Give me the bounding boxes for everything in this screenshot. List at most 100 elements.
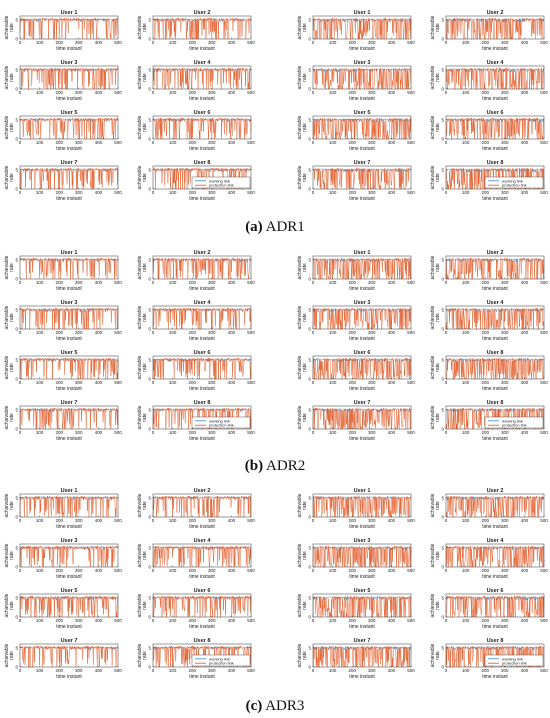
x-axis-label: time instant <box>482 196 508 202</box>
subplot-title: User 8 <box>487 638 504 644</box>
subplot-title: User 8 <box>194 638 211 644</box>
x-tick-label: 400 <box>228 380 236 385</box>
x-tick-label: 0 <box>312 190 315 195</box>
y-axis-label: rate <box>9 413 15 422</box>
subplot-title: User 2 <box>194 488 211 494</box>
series-working-link <box>152 496 252 501</box>
x-tick-label: 400 <box>388 430 396 435</box>
x-axis-label: time instant <box>189 674 215 680</box>
x-tick-label: 400 <box>521 568 529 573</box>
series-protection-link <box>19 67 119 90</box>
x-axis-label: time instant <box>189 624 215 630</box>
y-axis-label: rate <box>435 173 441 182</box>
subplot-a-right-user-1: User 1 0 100 200 300 400 500 0 5 time instant achi… <box>297 10 415 52</box>
x-tick-label: 100 <box>169 40 177 45</box>
y-axis-label: rate <box>9 23 15 32</box>
y-tick-label: 5 <box>308 407 311 412</box>
x-axis-label: time instant <box>349 524 375 530</box>
x-tick-label: 0 <box>19 430 22 435</box>
x-tick-label: 100 <box>169 618 177 623</box>
x-tick-label: 0 <box>152 90 155 95</box>
x-tick-label: 500 <box>407 190 415 195</box>
axes-frame <box>445 355 545 380</box>
caption-letter: (c) <box>245 698 263 714</box>
axes-frame <box>445 165 545 190</box>
subplot-b-right-user-3: User 3 0 100 200 300 400 500 0 5 time instant achi… <box>297 300 415 342</box>
subplot-title: User 4 <box>487 538 505 544</box>
x-tick-label: 200 <box>188 90 196 95</box>
y-axis-label: achievable <box>430 65 436 89</box>
y-tick-label: 0 <box>441 87 444 92</box>
subplot-b-left-user-2: User 2 0 100 200 300 400 500 0 5 time instant achi… <box>137 250 255 292</box>
x-tick-label: 0 <box>152 280 155 285</box>
subplot-title: User 1 <box>354 488 371 494</box>
axes-frame <box>312 355 412 380</box>
x-tick-label: 100 <box>329 568 337 573</box>
y-axis-label: achievable <box>137 355 143 379</box>
x-tick-label: 500 <box>114 40 122 45</box>
legend-box <box>484 654 544 667</box>
x-tick-label: 300 <box>75 190 83 195</box>
y-tick-label: 5 <box>148 407 151 412</box>
x-tick-label: 0 <box>19 668 22 673</box>
y-axis-label: rate <box>9 651 15 660</box>
x-axis-label: time instant <box>189 46 215 52</box>
x-tick-label: 200 <box>188 140 196 145</box>
x-tick-label: 100 <box>462 430 470 435</box>
y-tick-label: 0 <box>148 277 151 282</box>
subplot-c-right-user-7: User 7 0 100 200 300 400 500 0 5 time instant achi… <box>297 638 415 680</box>
x-axis-label: time instant <box>189 196 215 202</box>
x-axis-label: time instant <box>482 624 508 630</box>
series-protection-link <box>445 17 545 40</box>
y-axis-label: rate <box>9 313 15 322</box>
x-tick-label: 100 <box>329 190 337 195</box>
y-tick-label: 5 <box>441 307 444 312</box>
y-tick-label: 0 <box>148 327 151 332</box>
axes-frame <box>445 65 545 90</box>
x-tick-label: 300 <box>368 568 376 573</box>
series-protection-link <box>312 167 412 190</box>
subplot-a-right-user-3: User 3 0 100 200 300 400 500 0 5 time instant achi… <box>297 60 415 102</box>
x-tick-label: 400 <box>95 668 103 673</box>
subplot-title: User 8 <box>487 160 504 166</box>
series-working-link <box>312 307 412 313</box>
y-tick-label: 0 <box>441 327 444 332</box>
y-tick-label: 0 <box>308 377 311 382</box>
x-tick-label: 300 <box>368 190 376 195</box>
y-axis-label: rate <box>9 73 15 82</box>
series-protection-link <box>445 407 545 430</box>
series-working-link <box>19 67 119 73</box>
x-tick-label: 500 <box>114 280 122 285</box>
x-tick-label: 500 <box>407 90 415 95</box>
subplot-c-right-user-4: User 4 0 100 200 300 400 500 0 5 time instant achi… <box>430 538 548 580</box>
y-tick-label: 0 <box>15 427 18 432</box>
axes-frame <box>152 255 252 280</box>
x-tick-label: 200 <box>481 518 489 523</box>
x-axis-label: time instant <box>189 336 215 342</box>
x-tick-label: 200 <box>55 40 63 45</box>
axes-frame <box>152 405 252 430</box>
x-tick-label: 200 <box>481 280 489 285</box>
y-tick-label: 5 <box>15 495 18 500</box>
y-axis-label: achievable <box>4 493 10 517</box>
subplot-title: User 2 <box>487 250 504 256</box>
series-protection-link <box>152 117 252 140</box>
y-tick-label: 5 <box>441 645 444 650</box>
x-tick-label: 400 <box>228 40 236 45</box>
x-tick-label: 300 <box>208 140 216 145</box>
subplot-a-left-user-4: User 4 0 100 200 300 400 500 0 5 time instant achi… <box>137 60 255 102</box>
x-tick-label: 300 <box>75 430 83 435</box>
y-tick-label: 5 <box>15 407 18 412</box>
axes-frame <box>152 15 252 40</box>
y-axis-label: achievable <box>4 643 10 667</box>
x-tick-label: 100 <box>462 140 470 145</box>
y-axis-label: rate <box>435 413 441 422</box>
subplot-title: User 5 <box>354 588 371 594</box>
x-tick-label: 500 <box>114 618 122 623</box>
subplot-title: User 4 <box>194 300 212 306</box>
series-protection-link <box>445 307 545 330</box>
x-tick-label: 300 <box>208 330 216 335</box>
axes-frame <box>312 115 412 140</box>
x-tick-label: 200 <box>55 518 63 523</box>
x-tick-label: 500 <box>407 40 415 45</box>
